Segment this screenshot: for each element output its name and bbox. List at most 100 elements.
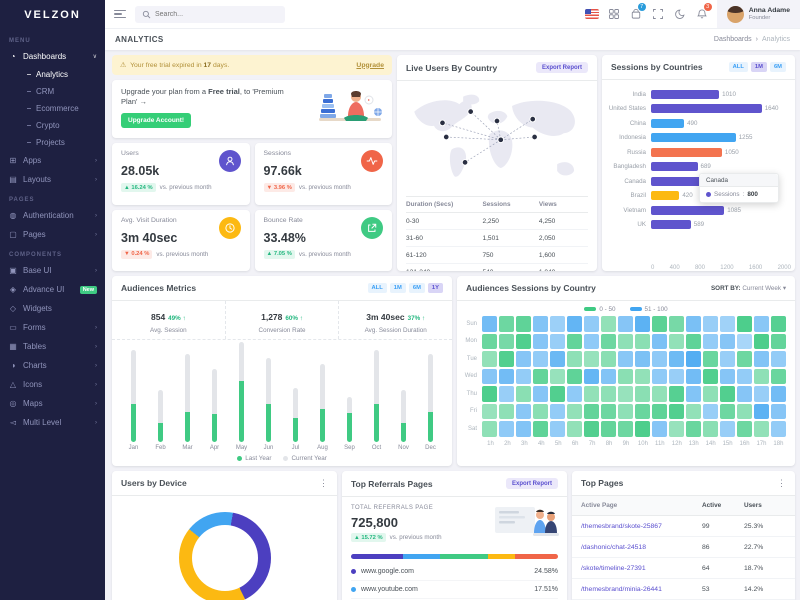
heatmap-cell[interactable] — [635, 316, 650, 332]
map-marker[interactable] — [529, 115, 537, 123]
heatmap-cell[interactable] — [635, 421, 650, 437]
heatmap-cell[interactable] — [601, 316, 616, 332]
heatmap-cell[interactable] — [584, 421, 599, 437]
heatmap-cell[interactable] — [550, 351, 565, 367]
heatmap-cell[interactable] — [550, 333, 565, 349]
range-button-1y[interactable]: 1Y — [427, 283, 443, 293]
heatmap-cell[interactable] — [499, 333, 514, 349]
heatmap-cell[interactable] — [584, 386, 599, 402]
heatmap-cell[interactable] — [499, 386, 514, 402]
heatmap-cell[interactable] — [567, 316, 582, 332]
breadcrumb-item[interactable]: Dashboards — [713, 36, 752, 43]
hamburger-icon[interactable] — [114, 9, 126, 19]
heatmap-cell[interactable] — [482, 403, 497, 419]
heatmap-cell[interactable] — [499, 368, 514, 384]
heatmap-cell[interactable] — [516, 368, 531, 384]
heatmap-cell[interactable] — [618, 333, 633, 349]
heatmap-cell[interactable] — [533, 421, 548, 437]
heatmap-cell[interactable] — [703, 421, 718, 437]
heatmap-cell[interactable] — [618, 403, 633, 419]
heatmap-cell[interactable] — [618, 386, 633, 402]
range-button-1m[interactable]: 1M — [750, 62, 767, 72]
heatmap-cell[interactable] — [669, 333, 684, 349]
page-link[interactable]: /dashonic/chat-24518 — [581, 543, 646, 551]
heatmap-cell[interactable] — [516, 386, 531, 402]
user-menu[interactable]: Anna Adame Founder — [716, 0, 800, 28]
heatmap-cell[interactable] — [550, 368, 565, 384]
stacked-bar-oct[interactable] — [374, 349, 379, 442]
heatmap-cell[interactable] — [686, 333, 701, 349]
heatmap-cell[interactable] — [533, 316, 548, 332]
heatmap-cell[interactable] — [737, 333, 752, 349]
heatmap-cell[interactable] — [771, 333, 786, 349]
stacked-bar-nov[interactable] — [401, 389, 406, 442]
heatmap-cell[interactable] — [737, 386, 752, 402]
heatmap-cell[interactable] — [703, 403, 718, 419]
page-link[interactable]: /skote/timeline-27391 — [581, 564, 646, 572]
bar[interactable] — [651, 176, 705, 186]
bar[interactable] — [651, 133, 736, 143]
heatmap-cell[interactable] — [584, 403, 599, 419]
heatmap-cell[interactable] — [720, 351, 735, 367]
sidebar-item-base-ui[interactable]: ▣ Base UI › — [0, 261, 105, 280]
sidebar-item-analytics[interactable]: Analytics — [0, 66, 105, 83]
heatmap-cell[interactable] — [771, 351, 786, 367]
heatmap-cell[interactable] — [482, 368, 497, 384]
heatmap-cell[interactable] — [584, 333, 599, 349]
heatmap-cell[interactable] — [652, 368, 667, 384]
heatmap-cell[interactable] — [652, 403, 667, 419]
heatmap-cell[interactable] — [686, 403, 701, 419]
heatmap-cell[interactable] — [516, 316, 531, 332]
sidebar-item-multi-level[interactable]: ◅ Multi Level › — [0, 413, 105, 432]
heatmap-cell[interactable] — [771, 386, 786, 402]
bar[interactable] — [651, 118, 685, 128]
range-button-1m[interactable]: 1M — [389, 283, 406, 293]
heatmap-cell[interactable] — [754, 403, 769, 419]
heatmap-cell[interactable] — [516, 351, 531, 367]
heatmap-cell[interactable] — [584, 351, 599, 367]
heatmap-cell[interactable] — [635, 403, 650, 419]
heatmap-cell[interactable] — [601, 351, 616, 367]
heatmap-cell[interactable] — [720, 316, 735, 332]
sort-by-dropdown[interactable]: SORT BY: Current Week ▾ — [710, 284, 786, 292]
heatmap-cell[interactable] — [669, 421, 684, 437]
sidebar-item-charts[interactable]: ◑ Charts › — [0, 356, 105, 375]
heatmap-cell[interactable] — [737, 316, 752, 332]
referral-row[interactable]: www.google.com 24.58% — [351, 563, 558, 581]
card-menu-icon[interactable]: ⋮ — [777, 478, 786, 488]
stacked-bar-may[interactable] — [239, 341, 244, 442]
heatmap-cell[interactable] — [737, 351, 752, 367]
heatmap-cell[interactable] — [635, 333, 650, 349]
heatmap-cell[interactable] — [754, 316, 769, 332]
heatmap-cell[interactable] — [686, 386, 701, 402]
heatmap-cell[interactable] — [703, 368, 718, 384]
notifications-bell-icon[interactable]: 3 — [691, 0, 713, 28]
bar[interactable] — [651, 220, 691, 230]
range-button-6m[interactable]: 6M — [769, 62, 786, 72]
page-link[interactable]: /themesbrand/skote-25867 — [581, 522, 662, 530]
map-marker[interactable] — [461, 159, 469, 166]
heatmap-cell[interactable] — [686, 421, 701, 437]
heatmap-cell[interactable] — [482, 351, 497, 367]
stacked-bar-apr[interactable] — [212, 368, 217, 442]
sidebar-item-tables[interactable]: ▦ Tables › — [0, 337, 105, 356]
heatmap-cell[interactable] — [567, 333, 582, 349]
heatmap-cell[interactable] — [533, 386, 548, 402]
bar[interactable] — [651, 205, 725, 215]
heatmap-cell[interactable] — [567, 403, 582, 419]
sidebar-item-advance-ui[interactable]: ◈ Advance UI New — [0, 280, 105, 299]
heatmap-cell[interactable] — [720, 421, 735, 437]
stacked-bar-mar[interactable] — [185, 354, 190, 442]
heatmap-cell[interactable] — [652, 333, 667, 349]
heatmap-cell[interactable] — [533, 403, 548, 419]
heatmap-cell[interactable] — [482, 316, 497, 332]
export-report-button[interactable]: Export Report — [535, 62, 588, 73]
heatmap-cell[interactable] — [720, 386, 735, 402]
sidebar-item-apps[interactable]: ⊞ Apps › — [0, 151, 105, 170]
heatmap-cell[interactable] — [533, 333, 548, 349]
export-report-button[interactable]: Export Report — [505, 478, 558, 489]
sidebar-item-layouts[interactable]: ▤ Layouts › — [0, 170, 105, 189]
page-link[interactable]: /themesbrand/minia-26441 — [581, 585, 662, 593]
sidebar-item-widgets[interactable]: ◇ Widgets — [0, 299, 105, 318]
range-button-all[interactable]: ALL — [728, 62, 748, 72]
